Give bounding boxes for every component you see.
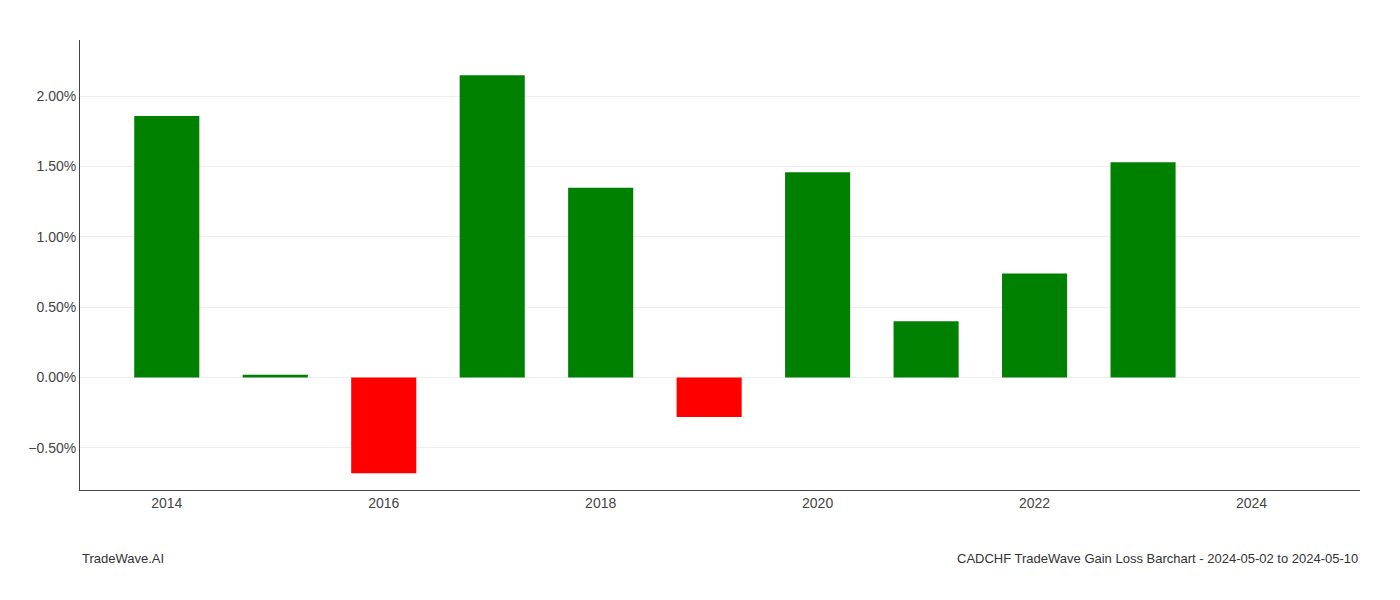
svg-text:0.00%: 0.00%	[36, 369, 76, 385]
svg-text:0.50%: 0.50%	[36, 299, 76, 315]
svg-text:−0.50%: −0.50%	[28, 440, 76, 456]
svg-text:TradeWave.AI: TradeWave.AI	[82, 551, 164, 566]
svg-text:1.00%: 1.00%	[36, 229, 76, 245]
svg-text:CADCHF TradeWave Gain Loss Bar: CADCHF TradeWave Gain Loss Barchart - 20…	[957, 551, 1358, 566]
svg-text:2018: 2018	[585, 495, 616, 511]
svg-text:1.50%: 1.50%	[36, 158, 76, 174]
svg-text:2024: 2024	[1236, 495, 1267, 511]
svg-text:2016: 2016	[368, 495, 399, 511]
svg-text:2014: 2014	[151, 495, 182, 511]
svg-text:2020: 2020	[802, 495, 833, 511]
svg-text:2022: 2022	[1019, 495, 1050, 511]
svg-text:2.00%: 2.00%	[36, 88, 76, 104]
